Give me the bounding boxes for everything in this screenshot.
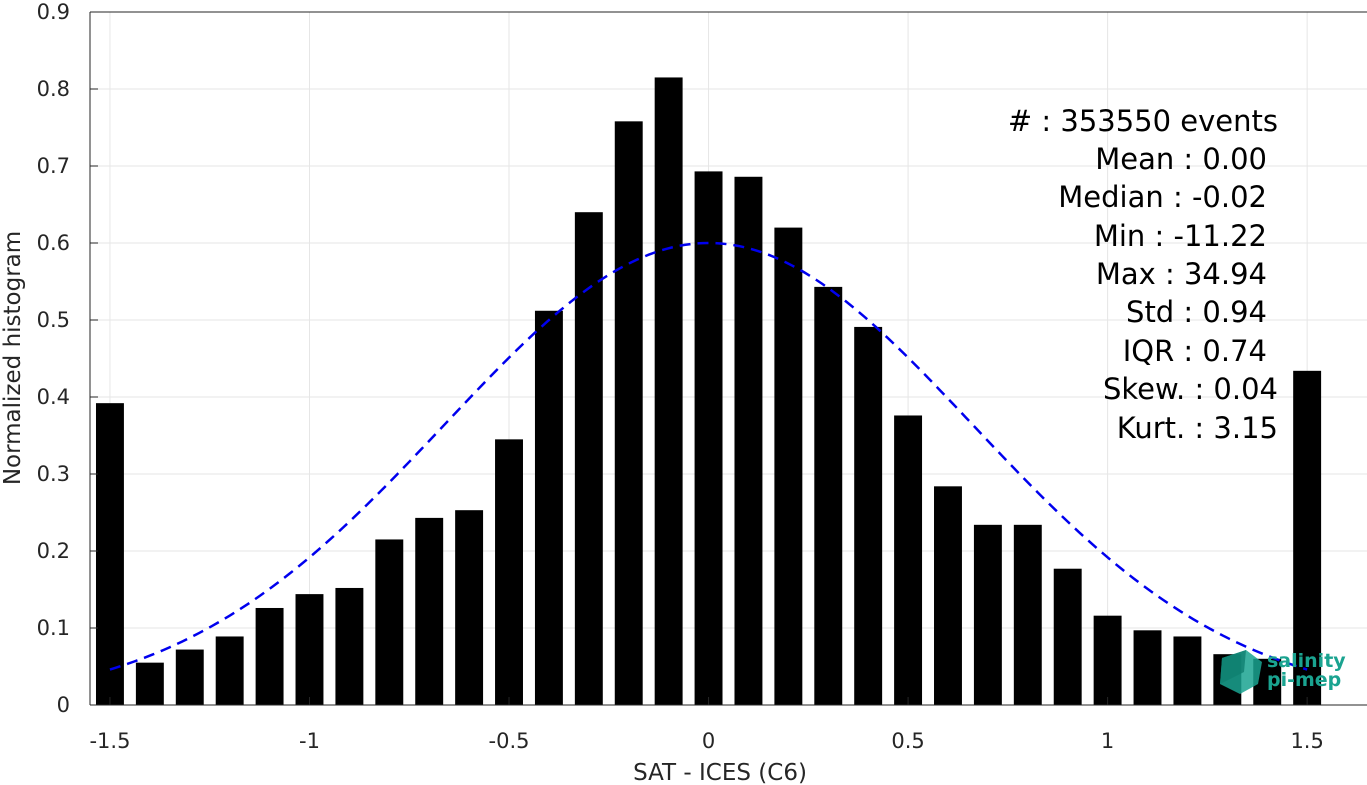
x-tick-label: 1.5 — [1290, 729, 1323, 753]
salinity-pimep-logo: salinity pi-mep — [1220, 650, 1346, 694]
y-tick-label: 0.3 — [37, 462, 70, 486]
histogram-bar — [534, 310, 563, 705]
x-tick-label: 0.5 — [891, 729, 924, 753]
histogram-bar — [774, 227, 803, 705]
histogram-bar — [215, 636, 244, 705]
y-tick-label: 0.2 — [37, 539, 70, 563]
histogram-bar — [934, 486, 962, 705]
y-tick-label: 0 — [57, 693, 70, 717]
histogram-bar — [1013, 524, 1042, 705]
stat-max: Max : 34.94 — [1096, 257, 1267, 291]
histogram-bar — [973, 524, 1002, 705]
histogram-bar — [1093, 615, 1122, 705]
histogram-bar — [375, 539, 404, 705]
y-axis-label: Normalized histogram — [0, 231, 26, 485]
histogram-bar — [255, 607, 284, 705]
stat-min: Min : -11.22 — [1094, 219, 1267, 253]
histogram-bar — [654, 77, 683, 705]
y-tick-label: 0.5 — [37, 308, 70, 332]
normal-fit-curve — [109, 241, 1308, 671]
x-tick-label: 1 — [1101, 729, 1114, 753]
x-axis-label: SAT - ICES (C6) — [633, 760, 807, 785]
x-tick-label: 0 — [702, 729, 715, 753]
stat-kurt: Kurt. : 3.15 — [1117, 411, 1278, 445]
histogram-bar — [135, 662, 164, 705]
logo-text-line2: pi-mep — [1267, 669, 1341, 691]
y-tick-label: 0.4 — [37, 385, 70, 409]
histogram-bar — [574, 212, 603, 705]
histogram-bar — [814, 286, 843, 705]
stat-iqr: IQR : 0.74 — [1123, 334, 1267, 368]
y-tick-label: 0.9 — [37, 0, 70, 24]
histogram-bars — [95, 77, 1322, 706]
histogram-bar — [614, 121, 643, 706]
stat-std: Std : 0.94 — [1126, 295, 1267, 329]
histogram-bar — [335, 587, 364, 705]
histogram-bar — [734, 176, 763, 705]
stat-median: Median : -0.02 — [1058, 180, 1267, 214]
fit-curve-layer — [109, 241, 1308, 671]
axes — [89, 11, 1367, 706]
histogram-bar — [1293, 370, 1322, 705]
histogram-bar — [854, 326, 883, 705]
histogram-bar — [495, 439, 523, 705]
logo-cube-face — [1220, 650, 1246, 684]
histogram-bar — [175, 649, 204, 705]
histogram-bar — [415, 517, 444, 705]
y-tick-label: 0.6 — [37, 231, 70, 255]
x-tick-label: -1 — [299, 729, 320, 753]
stat-events: # : 353550 events — [1008, 104, 1278, 138]
stat-skew: Skew. : 0.04 — [1103, 372, 1278, 406]
histogram-bar — [1053, 568, 1082, 705]
y-tick-label: 0.8 — [37, 77, 70, 101]
tick-labels: -1.5 -1 -0.5 0 0.5 1 1.5 0 0.1 0.2 0.3 0.4 0.5 0.6 0.7… — [37, 0, 1324, 753]
histogram-bar — [1133, 630, 1162, 705]
histogram-bar — [694, 171, 723, 705]
y-tick-label: 0.7 — [37, 154, 70, 178]
logo-text-line1: salinity — [1267, 650, 1346, 672]
histogram-bar — [455, 510, 484, 705]
histogram-bar — [295, 594, 324, 705]
histogram-bar — [894, 415, 923, 705]
x-tick-label: -0.5 — [489, 729, 530, 753]
histogram-bar — [1173, 636, 1202, 705]
statistics-box: # : 353550 events Mean : 0.00 Median : -… — [1008, 104, 1278, 445]
stat-mean: Mean : 0.00 — [1095, 142, 1267, 176]
x-tick-label: -1.5 — [89, 729, 130, 753]
histogram-bar — [95, 403, 124, 705]
y-tick-label: 0.1 — [37, 616, 70, 640]
